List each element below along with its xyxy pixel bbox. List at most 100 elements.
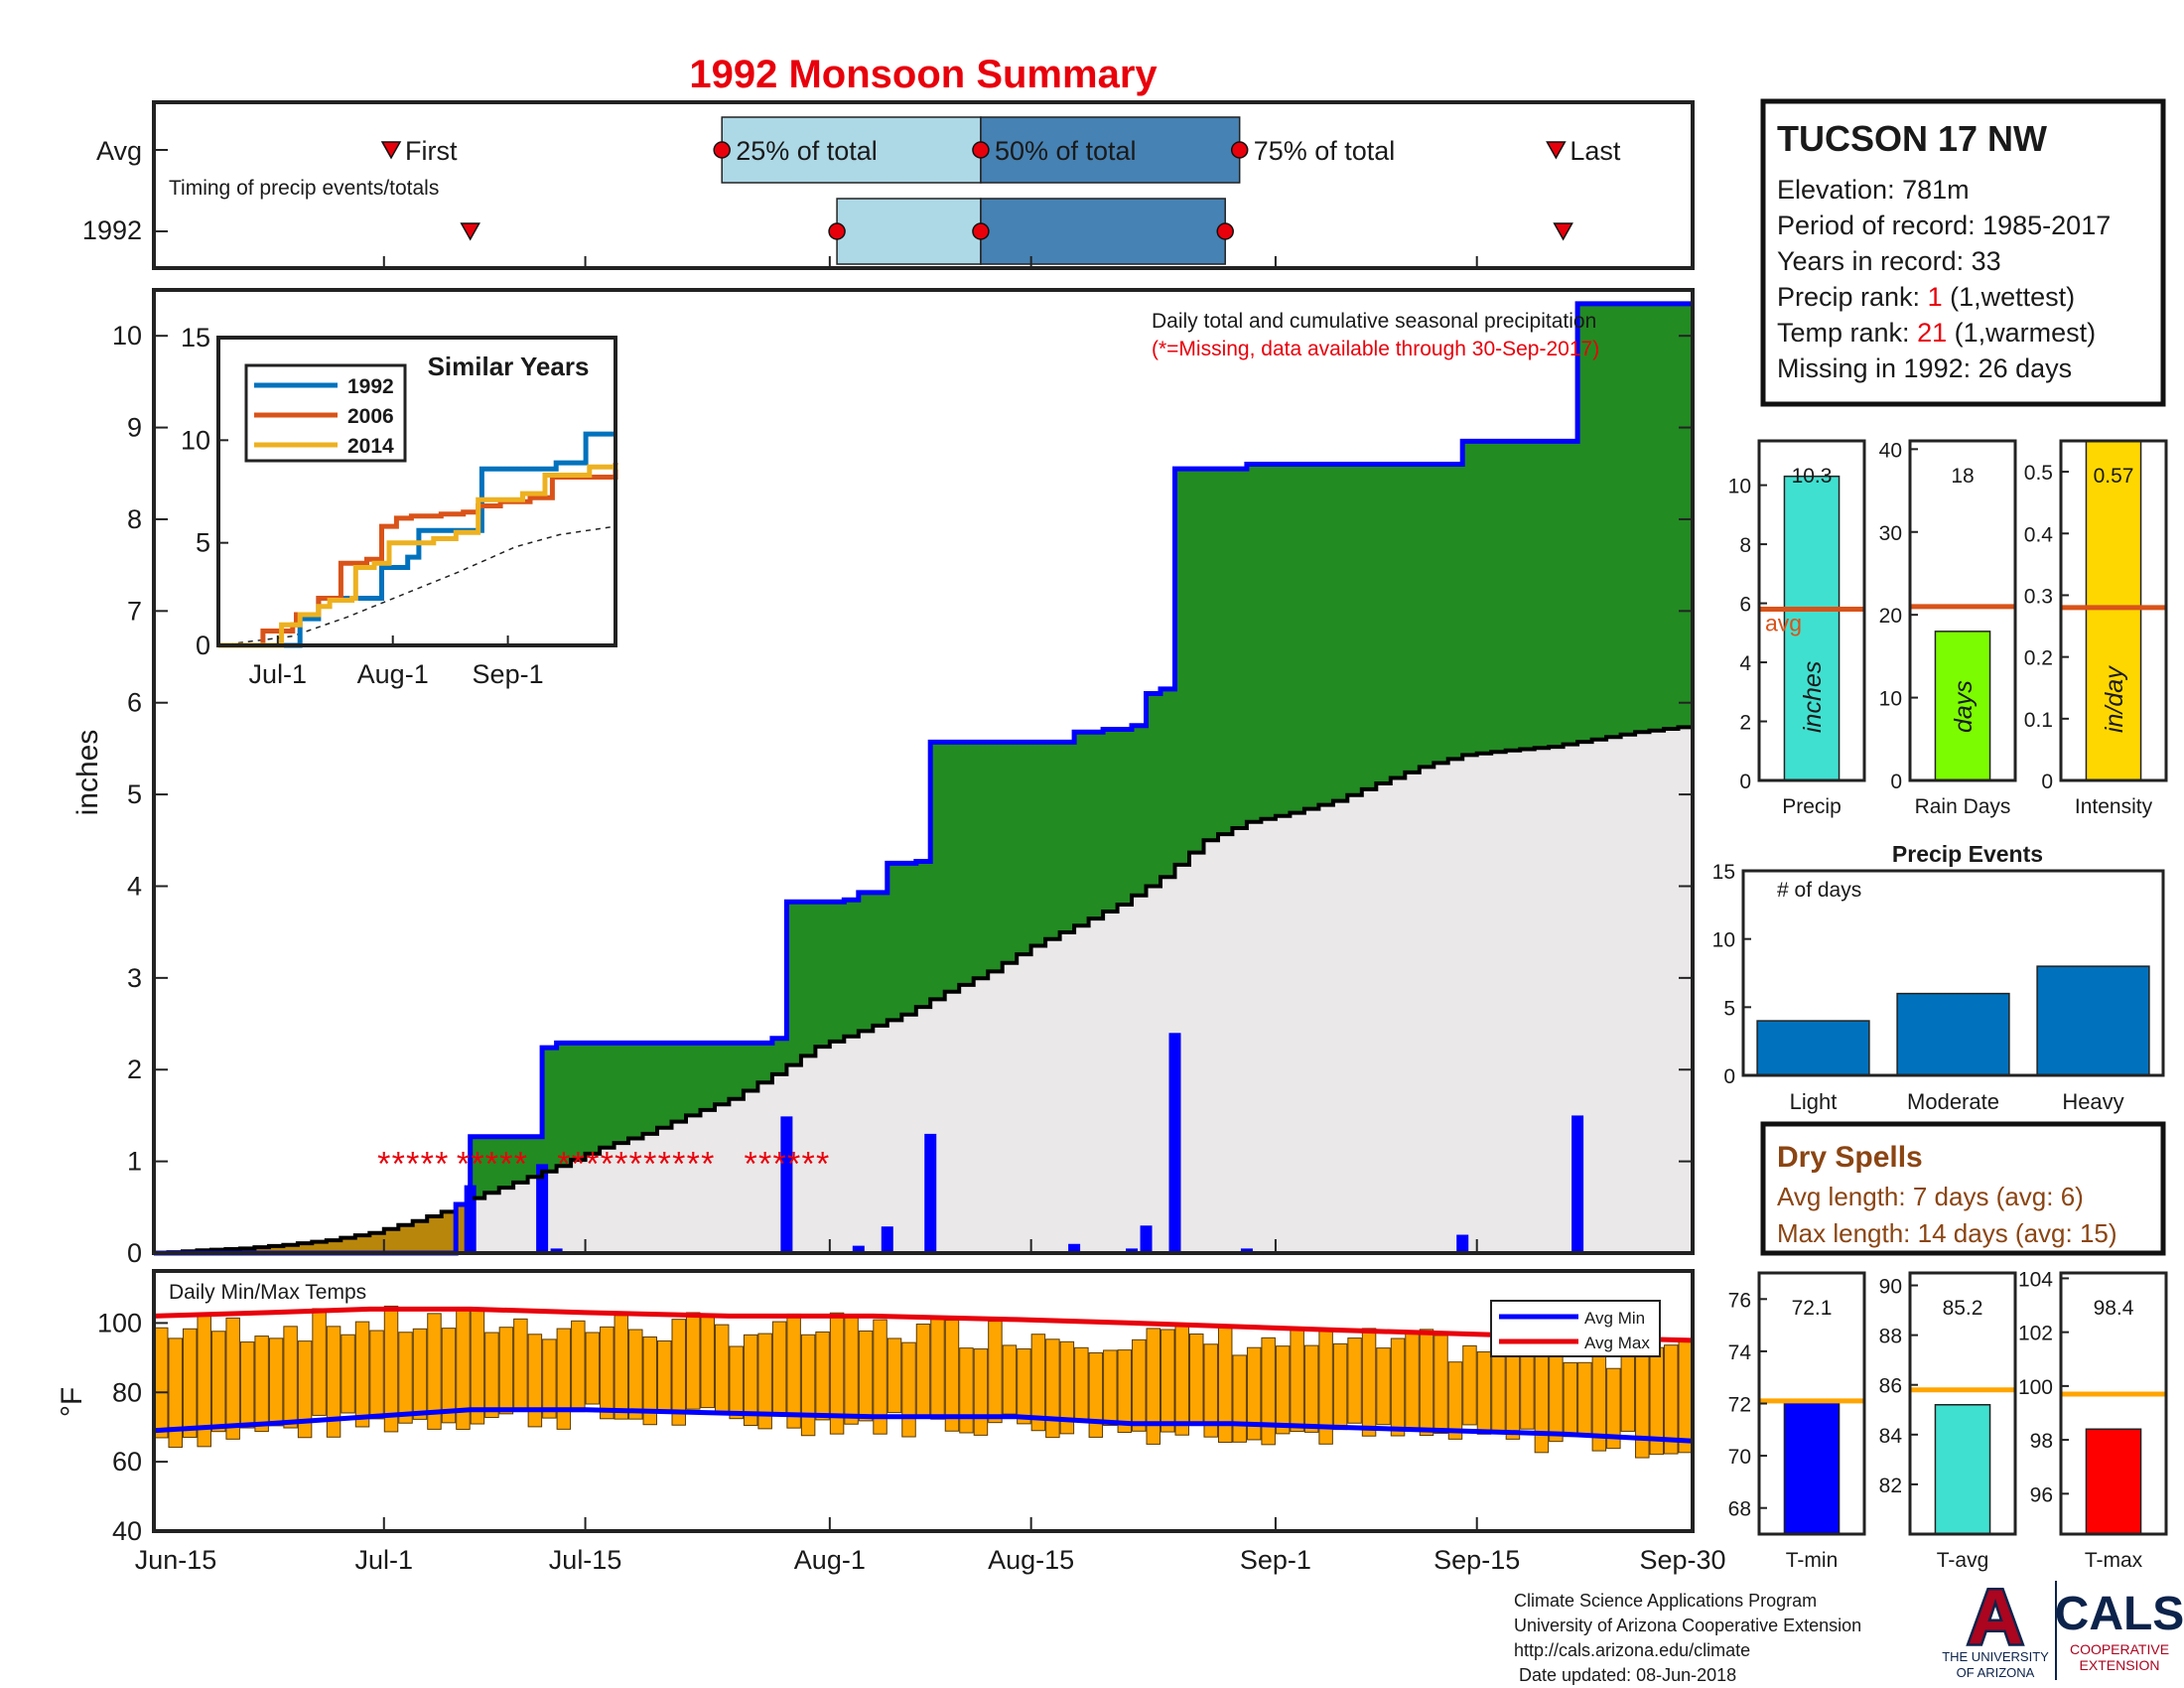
main-ytick-label-6: 6	[127, 688, 142, 718]
main-missing-note: (*=Missing, data available through 30-Se…	[1152, 338, 1599, 360]
precip_total-ytick-label-3: 6	[1739, 594, 1751, 617]
cals-logo: CALS COOPERATIVE EXTENSION	[2055, 1588, 2184, 1673]
temp-range-bar-33	[628, 1329, 643, 1420]
temp-range-bar-105	[1664, 1344, 1679, 1455]
temp-range-bar-37	[685, 1312, 701, 1410]
year-last-marker	[1553, 222, 1573, 241]
temp-range-bar-27	[542, 1338, 557, 1419]
legend-label-2014: 2014	[347, 435, 394, 458]
temp-range-bar-34	[642, 1336, 658, 1426]
temp-range-bar-96	[1534, 1353, 1550, 1454]
temps-title: Daily Min/Max Temps	[169, 1281, 366, 1304]
missing-marker-17: *	[658, 1146, 671, 1184]
temp-range-bar-45	[800, 1334, 816, 1437]
similar-xtick-label-1: Aug-1	[357, 659, 429, 689]
intensity-ytick-label-2: 0.2	[2024, 647, 2053, 670]
year-p50-marker	[972, 222, 990, 240]
daily-precip-bar-1	[536, 1164, 549, 1253]
temp-range-bar-4	[210, 1331, 226, 1433]
intensity-unit-label: in/day	[2101, 665, 2128, 733]
temp-range-bar-6	[239, 1341, 255, 1429]
rain_days-xlabel: Rain Days	[1915, 795, 2011, 818]
daily-precip-bar-13	[1571, 1115, 1584, 1253]
station-missing: Missing in 1992: 26 days	[1777, 353, 2072, 383]
daily-precip-bar-5	[881, 1226, 893, 1253]
temp-range-bar-8	[268, 1337, 284, 1427]
year-p75-marker	[1216, 222, 1234, 240]
precip_total-ytick-label-2: 4	[1739, 652, 1751, 675]
precip_total-ytick-label-1: 2	[1739, 712, 1751, 735]
temp-range-bar-44	[786, 1313, 801, 1429]
legend-avg-max-label: Avg Max	[1584, 1334, 1650, 1352]
temps-ylabel: °F	[56, 1387, 88, 1417]
temp-range-bar-38	[700, 1316, 715, 1409]
daily-precip-bar-9	[1140, 1225, 1153, 1253]
avg-min-line	[153, 1407, 1694, 1444]
station-period: Period of record: 1985-2017	[1777, 211, 2111, 240]
temp-range-bar-23	[484, 1332, 499, 1419]
events-ylabel: # of days	[1777, 879, 1861, 902]
temp-range-bar-94	[1505, 1350, 1521, 1440]
temp-range-bar-61	[1030, 1334, 1046, 1432]
temp-range-bar-63	[1059, 1340, 1075, 1435]
missing-marker-14: *	[614, 1146, 627, 1184]
ua-logo-line-1: THE UNIVERSITY	[1942, 1649, 2049, 1664]
temp-range-bar-43	[771, 1321, 787, 1417]
avg-p50-marker	[972, 141, 990, 159]
main-ytick-label-3: 3	[127, 963, 142, 993]
main-ytick-label-2: 2	[127, 1055, 142, 1084]
tmin-bar	[1783, 1400, 1841, 1535]
temp-range-bar-20	[441, 1328, 457, 1424]
average-cumulative-fill	[470, 725, 1694, 1253]
similar-xtick-label-2: Sep-1	[473, 659, 544, 689]
temp-range-bar-40	[729, 1345, 744, 1420]
main-ytick-label-7: 7	[127, 596, 142, 626]
intensity-xlabel: Intensity	[2075, 795, 2153, 818]
events-xlabel-2: Heavy	[2062, 1089, 2123, 1114]
tmax-value-label: 98.4	[2094, 1297, 2134, 1320]
legend-avg-min-label: Avg Min	[1584, 1309, 1645, 1328]
temp-range-bar-41	[743, 1334, 758, 1426]
tmin-ytick-label-0: 68	[1728, 1498, 1751, 1521]
missing-marker-7: *	[485, 1146, 498, 1184]
missing-marker-5: *	[457, 1146, 470, 1184]
temp-range-bar-71	[1174, 1323, 1189, 1436]
temp-range-bar-75	[1232, 1354, 1247, 1443]
ua-logo-letter: A	[1968, 1573, 2023, 1660]
daily-precip-bar-2	[550, 1248, 563, 1253]
main-ytick-label-0: 0	[127, 1238, 142, 1268]
temp-range-bar-14	[354, 1321, 370, 1428]
timing-p75-label: 75% of total	[1254, 136, 1396, 166]
tmin-value-label: 72.1	[1792, 1297, 1833, 1320]
tavg-frame	[1908, 1271, 2017, 1536]
temp-range-bar-69	[1146, 1328, 1161, 1445]
dry-spells-avg: Avg length: 7 days (avg: 6)	[1777, 1182, 2084, 1211]
rain_days-unit-label: days	[1950, 680, 1978, 733]
precip_total-value-label: 10.3	[1792, 465, 1833, 488]
temp-range-bar-66	[1103, 1349, 1118, 1426]
daily-precip-bar-6	[924, 1133, 937, 1253]
timing-caption: Timing of precip events/totals	[169, 177, 439, 200]
intensity-ytick-label-5: 0.5	[2024, 462, 2053, 485]
page-title: 1992 Monsoon Summary	[689, 53, 1158, 96]
missing-marker-21: *	[745, 1146, 757, 1184]
intensity-value-label: 0.57	[2094, 465, 2134, 488]
tmax-ytick-label-1: 98	[2030, 1430, 2053, 1453]
date-tick-label-0: Jun-15	[135, 1545, 217, 1575]
legend-label-1992: 1992	[347, 375, 394, 398]
cumulative-1992-line	[154, 301, 1693, 1256]
tmin-xlabel: T-min	[1786, 1549, 1839, 1572]
temp-range-bar-91	[1462, 1344, 1477, 1426]
similar-ytick-label-3: 15	[181, 323, 210, 352]
intensity-ytick-label-1: 0.1	[2024, 709, 2053, 732]
rain_days-ytick-label-4: 40	[1879, 439, 1902, 462]
timing-row-year: 1992	[82, 215, 142, 245]
temp-range-bar-18	[412, 1328, 428, 1420]
temp-range-bar-0	[154, 1327, 169, 1439]
events-ytick-label-0: 0	[1723, 1065, 1735, 1088]
temp-range-bar-10	[297, 1340, 313, 1439]
daily-precip-bar-12	[1456, 1234, 1469, 1253]
station-info-box: TUCSON 17 NW Elevation: 781m Period of r…	[1760, 98, 2166, 407]
temp-range-bar-47	[829, 1312, 845, 1435]
main-ytick-label-8: 8	[127, 504, 142, 534]
